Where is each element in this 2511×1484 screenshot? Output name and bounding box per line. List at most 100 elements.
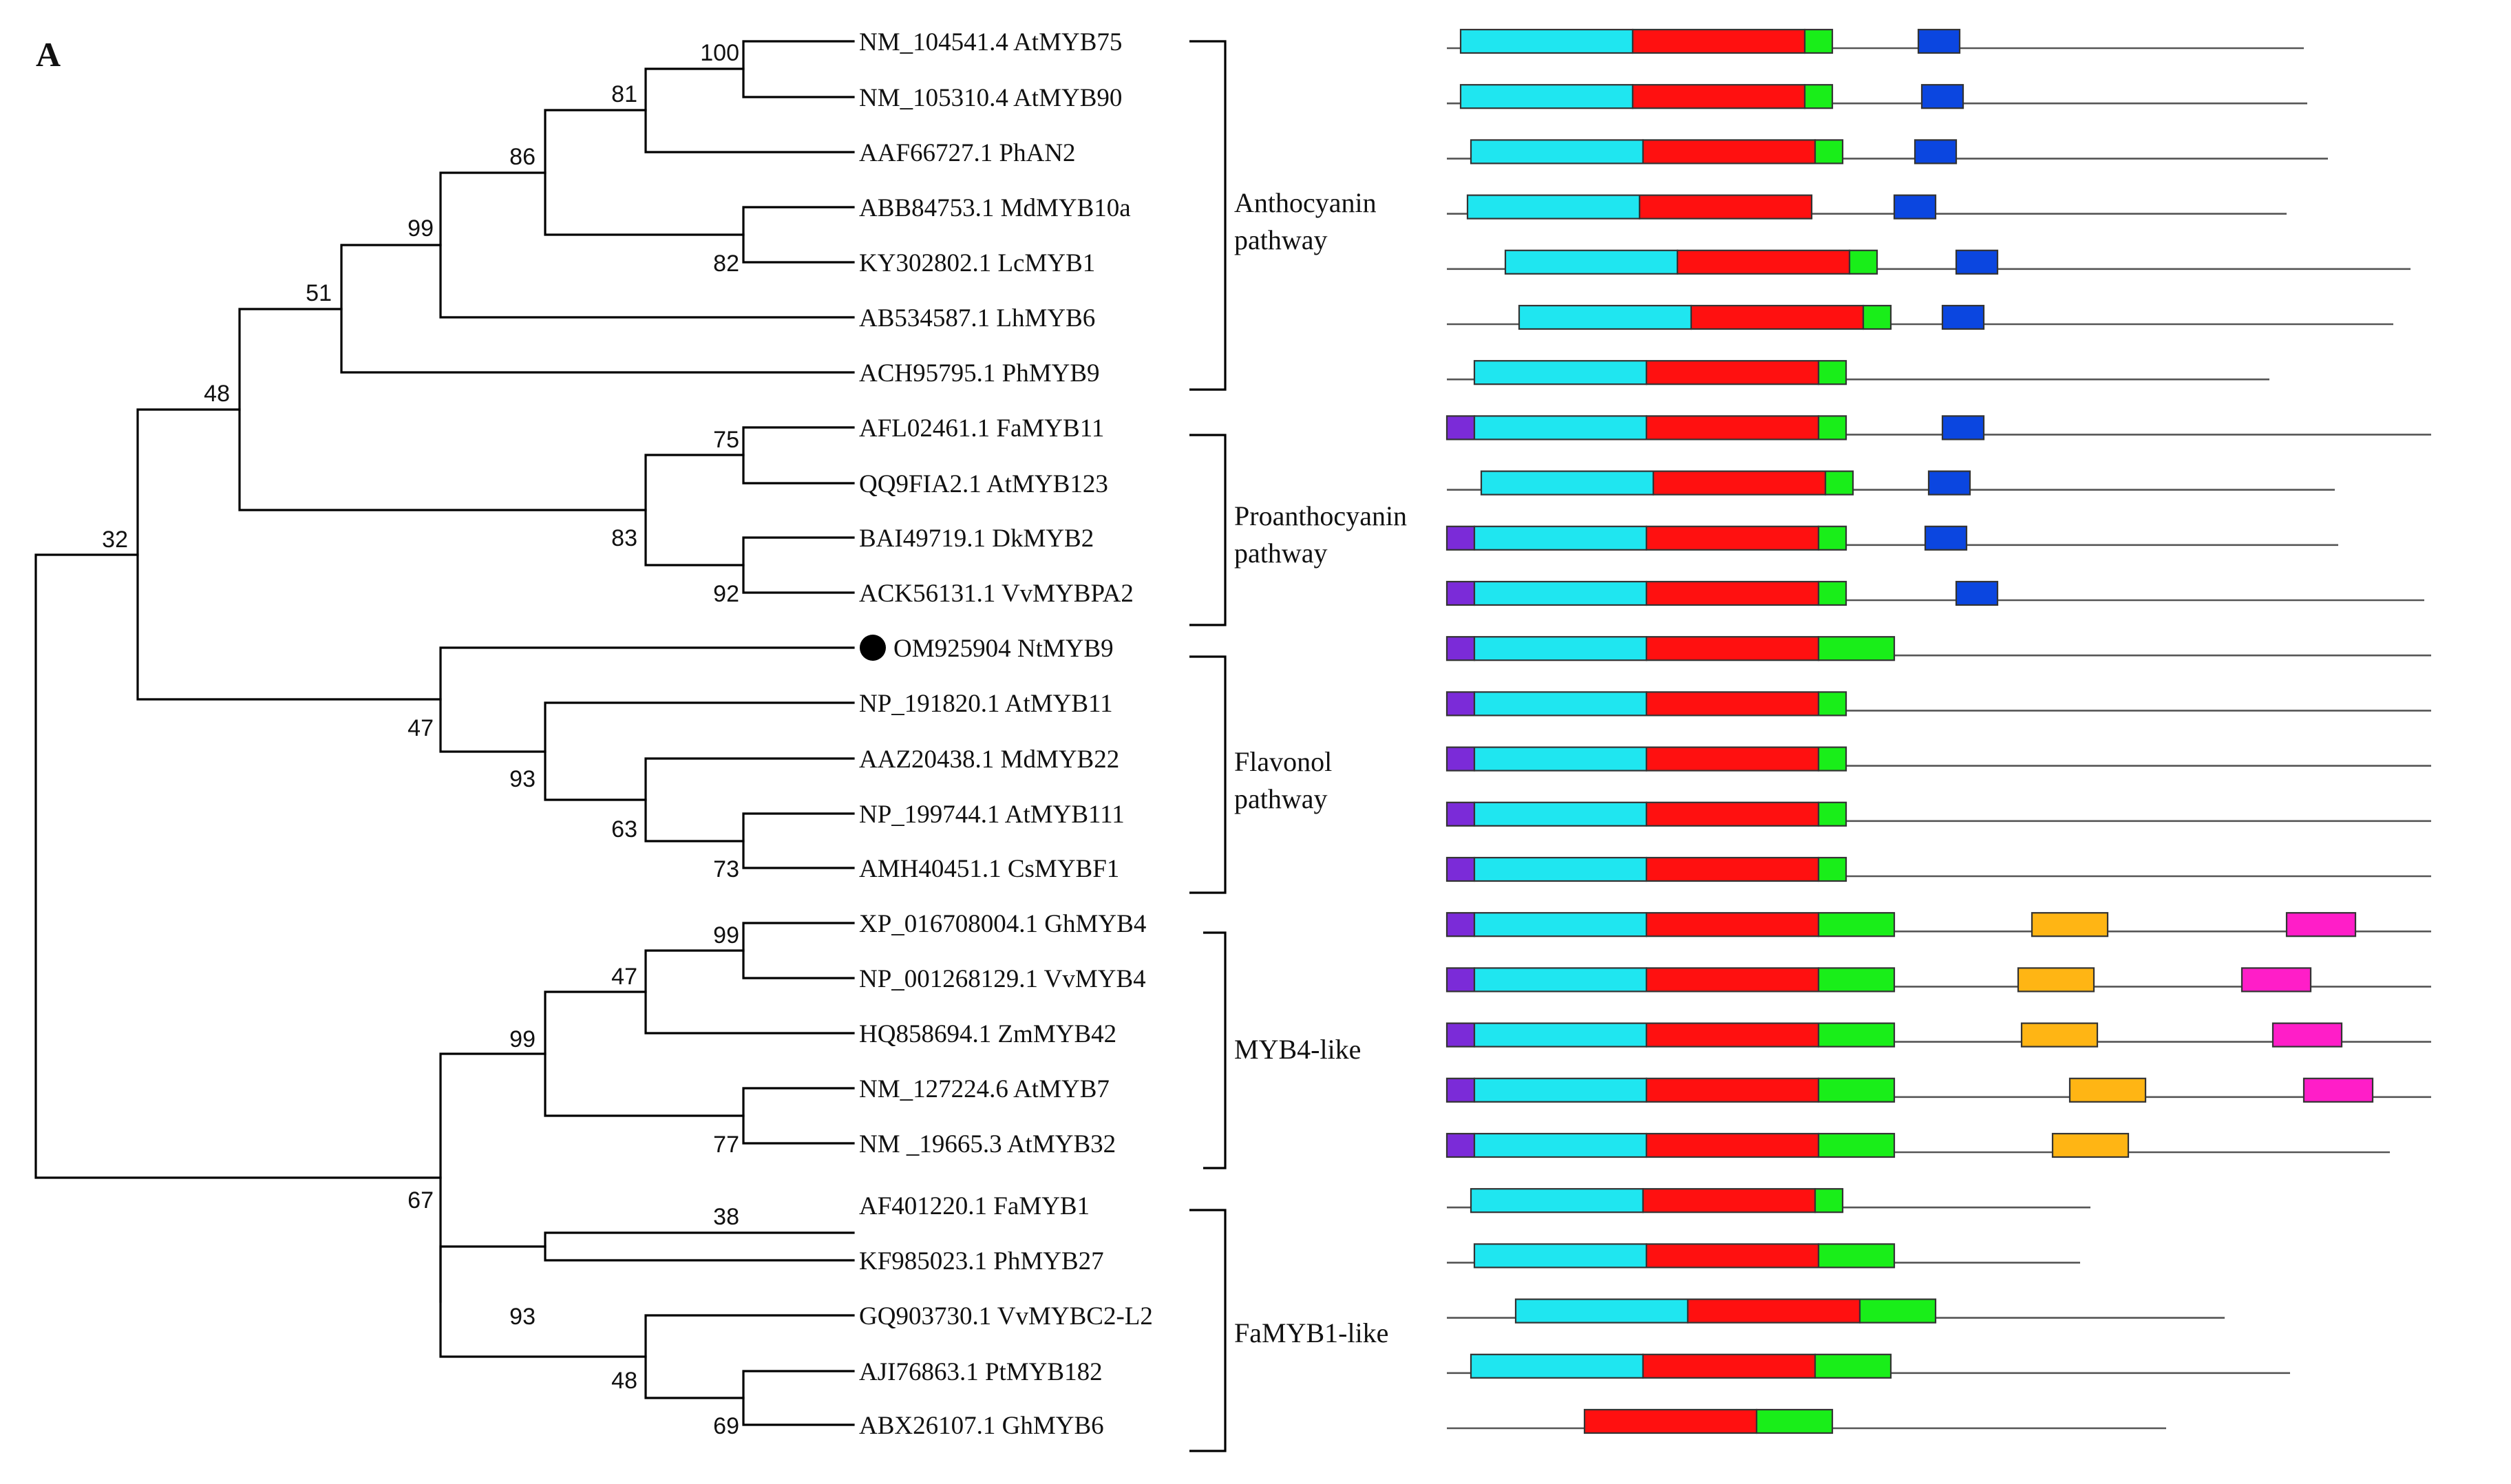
tree-branch: [644, 454, 745, 566]
domain-box-red: [1645, 1132, 1820, 1158]
bootstrap-value: 51: [306, 280, 332, 306]
domain-box-blue: [1955, 249, 1999, 275]
tree-branch: [544, 109, 745, 236]
domain-box-magenta: [2271, 1022, 2343, 1048]
leaf-label: ACK56131.1 VvMYBPA2: [859, 580, 1134, 608]
domain-box-blue: [1893, 194, 1937, 220]
domain-box-purple: [1445, 746, 1476, 772]
domain-box-purple: [1445, 636, 1476, 661]
leaf-label: NM_127224.6 AtMYB7: [859, 1075, 1110, 1103]
domain-box-cyan: [1473, 1022, 1648, 1048]
domain-box-green: [1817, 1022, 1896, 1048]
domain-box-orange: [2068, 1077, 2147, 1103]
domain-box-purple: [1445, 967, 1476, 993]
tree-branch: [644, 67, 855, 153]
domain-box-green: [1817, 856, 1847, 882]
domain-box-red: [1645, 912, 1820, 937]
domain-box-blue: [1914, 139, 1958, 165]
leaf-label: NM_104541.4 AtMYB75: [859, 28, 1122, 56]
domain-box-red: [1631, 84, 1806, 109]
domain-box-red: [1645, 360, 1820, 385]
domain-box-green: [1755, 1408, 1834, 1434]
domain-box-green: [1814, 139, 1844, 165]
group-labels: Anthocyanin pathway Proanthocyanin pathw…: [1234, 187, 1414, 1348]
leaf-label: NM_105310.4 AtMYB90: [859, 84, 1122, 112]
leaf-label: KY302802.1 LcMYB1: [859, 249, 1095, 277]
group-bracket-anthocyanin: [1189, 40, 1227, 391]
bootstrap-value: 99: [509, 1026, 536, 1052]
domain-box-blue: [1955, 580, 1999, 606]
tree-branch: [644, 1314, 855, 1399]
group-label-line: Proanthocyanin: [1234, 500, 1407, 531]
group-label-flavonol: Flavonol pathway: [1234, 746, 1339, 814]
domain-row: [1447, 84, 2307, 109]
domain-box-cyan: [1473, 746, 1648, 772]
domain-box-purple: [1445, 912, 1476, 937]
group-label-myb4-like: MYB4-like: [1234, 1034, 1361, 1065]
bootstrap-values: 100 81 86 82 99 51 48 75 83 92 32 47 93 …: [102, 40, 739, 1439]
domain-box-blue: [1924, 525, 1968, 551]
domain-row: [1447, 139, 2328, 165]
leaf-label: AB534587.1 LhMYB6: [859, 304, 1095, 332]
domain-box-red: [1645, 691, 1820, 717]
domain-box-orange: [2020, 1022, 2099, 1048]
leaf-label: AAF66727.1 PhAN2: [859, 139, 1076, 167]
bootstrap-value: 93: [509, 1304, 536, 1330]
panel-label: A: [36, 35, 61, 74]
bootstrap-value: 67: [407, 1187, 434, 1213]
group-bracket-myb4-like: [1203, 931, 1227, 1169]
domain-box-purple: [1445, 691, 1476, 717]
domain-box-cyan: [1470, 139, 1644, 165]
bootstrap-value: 77: [713, 1132, 739, 1158]
domain-box-red: [1645, 1022, 1820, 1048]
leaf-label: NP_001268129.1 VvMYB4: [859, 965, 1146, 993]
domain-box-cyan: [1459, 84, 1634, 109]
tree-branch: [742, 812, 855, 869]
domain-box-red: [1645, 415, 1820, 441]
domain-box-red: [1645, 801, 1820, 827]
domain-box-purple: [1445, 525, 1476, 551]
leaf-label: XP_016708004.1 GhMYB4: [859, 910, 1146, 938]
domain-row: [1445, 1132, 2390, 1158]
domain-box-red: [1645, 636, 1820, 661]
tree-branch: [644, 757, 855, 842]
group-label-anthocyanin: Anthocyanin pathway: [1234, 187, 1384, 255]
domain-row: [1445, 415, 2431, 441]
domain-box-red: [1631, 28, 1806, 54]
domain-box-cyan: [1470, 1353, 1644, 1379]
domain-architecture: [1445, 28, 2431, 1434]
bootstrap-value: 81: [611, 81, 637, 107]
bootstrap-value: 83: [611, 525, 637, 551]
domain-box-cyan: [1473, 967, 1648, 993]
domain-box-blue: [1941, 304, 1985, 330]
domain-box-green: [1817, 415, 1847, 441]
domain-box-red: [1642, 1353, 1816, 1379]
domain-box-red: [1638, 194, 1813, 220]
tree-branch: [544, 701, 855, 801]
domain-box-green: [1814, 1188, 1844, 1213]
domain-box-green: [1817, 636, 1896, 661]
tree-branch: [238, 308, 647, 511]
tree-branch: [439, 1245, 647, 1358]
domain-box-magenta: [2302, 1077, 2374, 1103]
leaf-label: AF401220.1 FaMYB1: [859, 1192, 1090, 1220]
group-label-famyb1-like: FaMYB1-like: [1234, 1317, 1388, 1348]
domain-box-green: [1848, 249, 1878, 275]
bootstrap-value: 86: [509, 144, 536, 170]
domain-box-purple: [1445, 801, 1476, 827]
domain-box-purple: [1445, 415, 1476, 441]
group-label-line: pathway: [1234, 224, 1328, 255]
domain-row: [1445, 912, 2431, 937]
phylogenetic-tree: [34, 40, 855, 1426]
bootstrap-value: 75: [713, 427, 739, 453]
group-label-proanthocyanin: Proanthocyanin pathway: [1234, 500, 1414, 569]
domain-box-green: [1817, 912, 1896, 937]
domain-box-cyan: [1518, 304, 1693, 330]
leaf-label: NP_199744.1 AtMYB111: [859, 801, 1125, 829]
domain-row: [1447, 1408, 2166, 1434]
highlight-marker-dot: [860, 635, 886, 661]
domain-row: [1445, 525, 2338, 551]
domain-row: [1445, 801, 2431, 827]
tree-branch: [439, 1052, 547, 1303]
leaf-label: GQ903730.1 VvMYBC2-L2: [859, 1302, 1153, 1331]
